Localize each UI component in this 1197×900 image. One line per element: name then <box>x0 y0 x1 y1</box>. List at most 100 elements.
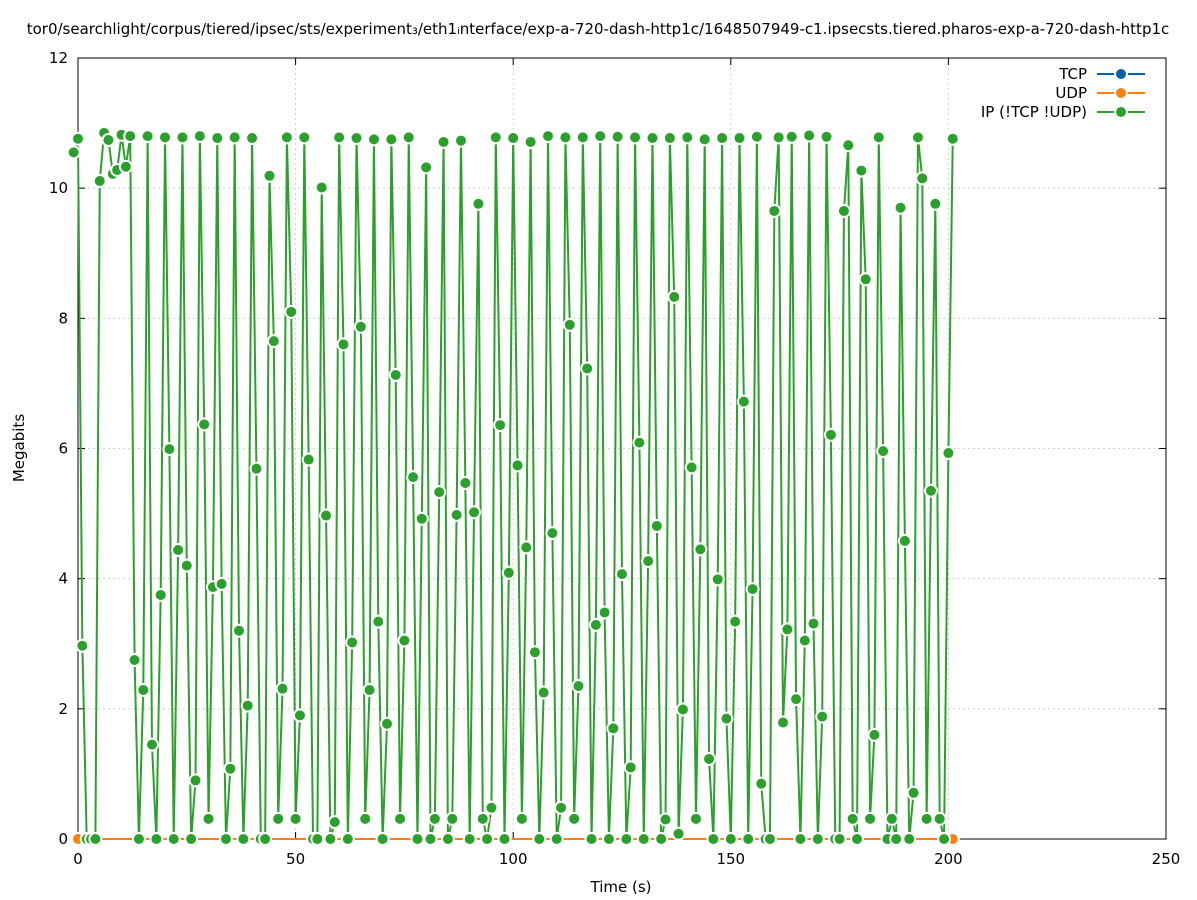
data-point <box>201 811 216 826</box>
data-point <box>649 518 664 533</box>
data-point <box>419 160 434 175</box>
data-point <box>823 427 838 442</box>
data-point <box>575 130 590 145</box>
data-point <box>680 130 695 145</box>
data-point <box>793 832 808 846</box>
data-point <box>937 832 952 846</box>
data-point <box>453 133 468 148</box>
legend-label: TCP <box>1058 65 1087 83</box>
data-point <box>554 800 569 815</box>
data-point <box>397 633 412 648</box>
data-point <box>506 131 521 146</box>
data-point <box>149 832 164 846</box>
x-tick-label: 0 <box>73 850 83 868</box>
data-point <box>941 446 956 461</box>
data-point <box>166 832 181 846</box>
data-point <box>619 832 634 846</box>
data-point <box>584 832 599 846</box>
data-point <box>336 337 351 352</box>
data-point <box>175 130 190 145</box>
y-tick-label: 4 <box>58 570 68 588</box>
data-point <box>706 832 721 846</box>
data-point <box>549 832 564 846</box>
data-point <box>610 129 625 144</box>
data-point <box>158 130 173 145</box>
data-point <box>789 692 804 707</box>
data-point <box>266 334 281 349</box>
data-point <box>101 133 116 147</box>
data-point <box>279 130 294 145</box>
data-point <box>223 761 238 776</box>
series-2 <box>66 125 960 846</box>
data-point <box>488 130 503 145</box>
data-point <box>493 418 508 433</box>
data-point <box>545 526 560 541</box>
data-point <box>414 511 429 526</box>
data-point <box>127 653 142 668</box>
data-point <box>815 709 830 724</box>
data-point <box>536 685 551 700</box>
data-point <box>501 565 516 580</box>
grid <box>78 58 1166 839</box>
data-point <box>475 811 490 826</box>
data-point <box>362 682 377 697</box>
data-point <box>440 832 455 846</box>
data-point <box>527 645 542 660</box>
data-point <box>654 832 669 846</box>
data-point <box>767 203 782 218</box>
x-tick-label: 100 <box>499 850 528 868</box>
data-point <box>136 682 151 697</box>
data-point <box>71 131 85 146</box>
data-point <box>332 130 347 145</box>
data-point <box>710 572 725 587</box>
data-point <box>532 832 547 846</box>
data-point <box>523 134 538 149</box>
data-point <box>919 811 934 826</box>
data-point <box>497 832 512 846</box>
data-point <box>406 470 421 485</box>
data-point <box>144 737 159 752</box>
data-point <box>567 811 582 826</box>
data-point <box>401 130 416 145</box>
data-point <box>797 633 812 648</box>
legend-label: UDP <box>1055 84 1087 102</box>
data-point <box>427 811 442 826</box>
data-point <box>140 129 155 144</box>
data-point <box>863 811 878 826</box>
data-point <box>606 721 621 736</box>
data-point <box>893 200 908 215</box>
data-point <box>323 832 338 846</box>
data-point <box>423 832 438 846</box>
data-point <box>580 361 595 376</box>
data-point <box>915 171 930 186</box>
x-axis-label: Time (s) <box>590 878 652 896</box>
data-point <box>806 616 821 631</box>
data-point <box>375 832 390 846</box>
data-point <box>871 130 886 145</box>
data-point <box>388 367 403 382</box>
data-point <box>292 708 307 723</box>
data-point <box>510 458 525 473</box>
data-point <box>319 508 334 523</box>
data-point <box>301 452 316 467</box>
data-point <box>131 832 146 846</box>
data-point <box>471 196 486 211</box>
data-point <box>214 576 229 591</box>
data-point <box>628 130 643 145</box>
data-point <box>641 554 656 569</box>
data-point <box>728 614 743 629</box>
data-point <box>571 679 586 694</box>
data-point <box>218 832 233 846</box>
data-point <box>484 800 499 815</box>
data-point <box>171 543 186 558</box>
data-point <box>662 131 677 146</box>
data-point <box>902 832 917 846</box>
data-point <box>884 811 899 826</box>
data-point <box>275 681 290 696</box>
data-point <box>162 442 177 457</box>
data-point <box>736 394 751 409</box>
data-point <box>780 622 795 637</box>
data-point <box>802 128 817 143</box>
data-point <box>227 130 242 145</box>
